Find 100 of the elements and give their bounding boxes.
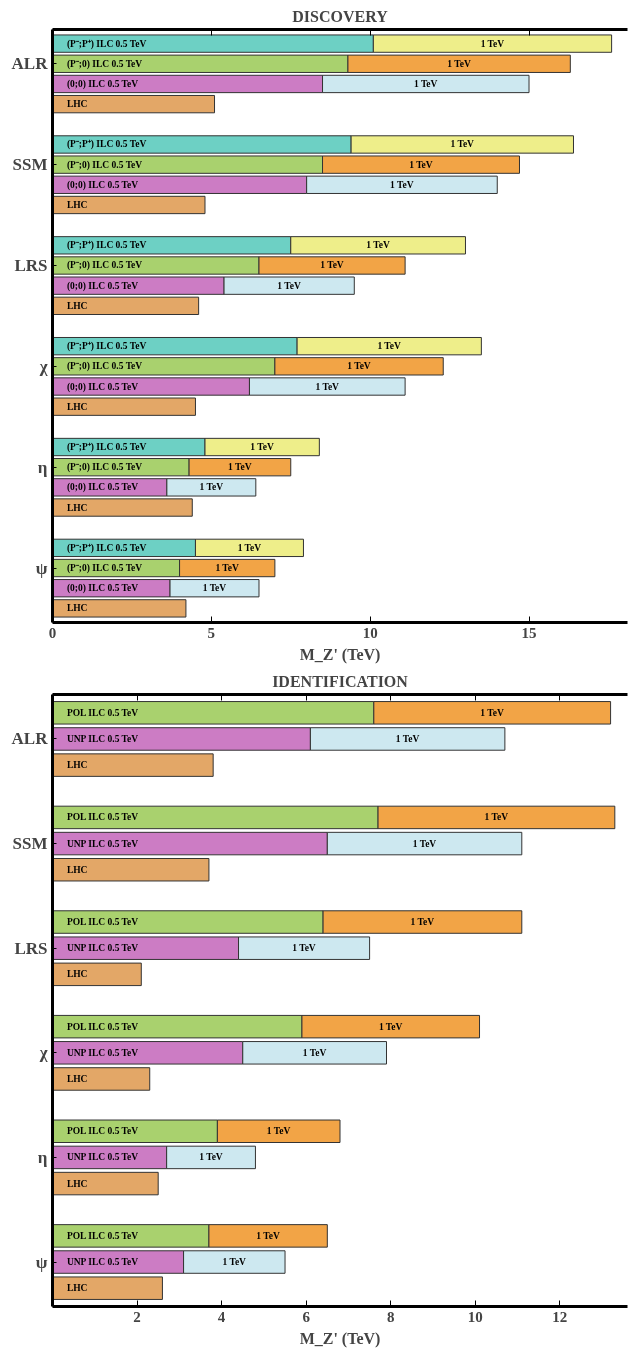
bar (52, 296, 200, 315)
series-label: 1 TeV (277, 280, 301, 291)
text: 1 TeV (215, 563, 239, 574)
series-label: POL ILC 0.5 TeV (66, 707, 139, 718)
text: 1 TeV (302, 1047, 327, 1058)
y-tick-label: ALR (11, 729, 49, 749)
bar (52, 1171, 159, 1196)
text: UNP ILC 0.5 TeV (66, 1047, 139, 1058)
text: LHC (66, 502, 88, 513)
text: LHC (66, 603, 88, 614)
text: LHC (66, 199, 88, 210)
text: (P⁻;P⁺) ILC 0.5 TeV (66, 542, 147, 553)
text: 1 TeV (315, 381, 339, 392)
text: 1 TeV (199, 482, 224, 493)
text: POL ILC 0.5 TeV (66, 1230, 139, 1241)
x-tick-label: 10 (467, 1308, 483, 1325)
series-label: (0;0) ILC 0.5 TeV (66, 280, 139, 292)
bar (52, 94, 216, 114)
bar (52, 962, 142, 987)
series-label: 1 TeV (377, 341, 402, 352)
text: (P⁻;0) ILC 0.5 TeV (66, 462, 143, 473)
x-tick-label: 12 (552, 1308, 568, 1325)
x-tick-label: 5 (207, 624, 216, 641)
text: POL ILC 0.5 TeV (66, 917, 139, 928)
chart-title: IDENTIFICATION (272, 672, 409, 690)
text: LHC (66, 864, 88, 875)
x-tick-label: 0 (48, 624, 57, 641)
text: LHC (66, 969, 88, 980)
series-label: 1 TeV (395, 733, 420, 744)
text: POL ILC 0.5 TeV (66, 812, 139, 823)
text: 1 TeV (413, 78, 438, 89)
x-axis-title: M_Z' (TeV) (299, 1329, 381, 1348)
text: LHC (66, 1073, 88, 1084)
x-tick-label: 10 (362, 624, 378, 641)
series-label: (P⁻;0) ILC 0.5 TeV (66, 361, 143, 373)
text: 1 TeV (450, 139, 474, 150)
text: (0;0) ILC 0.5 TeV (66, 482, 139, 493)
text: (0;0) ILC 0.5 TeV (66, 78, 139, 89)
text: 1 TeV (228, 462, 252, 473)
series-label: 1 TeV (480, 707, 505, 718)
text: UNP ILC 0.5 TeV (66, 1152, 139, 1163)
text: 1 TeV (266, 1126, 291, 1137)
bar (52, 1276, 163, 1300)
text: (P⁻;P⁺) ILC 0.5 TeV (66, 38, 147, 49)
y-tick-label: SSM (12, 155, 48, 175)
text: LHC (66, 1283, 88, 1294)
x-tick-label: 6 (302, 1308, 311, 1325)
x-tick-label: 2 (133, 1308, 141, 1325)
text: UNP ILC 0.5 TeV (66, 838, 139, 849)
bar (52, 857, 210, 882)
text: 1 TeV (222, 1257, 246, 1268)
y-tick-label: χ (38, 1043, 48, 1063)
series-label: LHC (66, 300, 88, 311)
text: 1 TeV (199, 1152, 223, 1163)
text: 1 TeV (412, 838, 437, 849)
x-tick-label: 4 (217, 1308, 226, 1325)
text: (0;0) ILC 0.5 TeV (66, 179, 139, 190)
text: (P⁻;0) ILC 0.5 TeV (66, 58, 143, 69)
series-label: 1 TeV (347, 361, 371, 372)
text: (0;0) ILC 0.5 TeV (66, 381, 139, 392)
y-tick-label: LRS (14, 255, 48, 275)
text: (0;0) ILC 0.5 TeV (66, 583, 139, 594)
y-tick-label: SSM (12, 834, 48, 854)
text: 1 TeV (237, 542, 262, 553)
text: POL ILC 0.5 TeV (66, 1126, 139, 1137)
text: POL ILC 0.5 TeV (66, 1021, 139, 1032)
y-tick-label: χ (38, 356, 48, 376)
y-tick-label: ψ (35, 558, 48, 578)
text: LHC (66, 1178, 88, 1189)
text: (P⁻;P⁺) ILC 0.5 TeV (66, 442, 147, 453)
x-tick-label: 15 (521, 624, 537, 641)
text: 1 TeV (378, 1021, 403, 1032)
text: 1 TeV (410, 917, 435, 928)
y-tick-label: ALR (11, 54, 49, 74)
y-tick-label: ψ (35, 1252, 48, 1272)
text: 1 TeV (366, 240, 390, 251)
text: LHC (66, 99, 88, 110)
text: UNP ILC 0.5 TeV (66, 1257, 139, 1268)
series-label: (P⁻;P⁺) ILC 0.5 TeV (66, 341, 147, 353)
text: 1 TeV (390, 179, 414, 190)
text: LHC (66, 401, 88, 412)
text: 1 TeV (409, 159, 433, 170)
bar (52, 753, 214, 777)
text: (P⁻;0) ILC 0.5 TeV (66, 159, 143, 170)
text: 1 TeV (250, 442, 274, 453)
text: 1 TeV (447, 58, 471, 69)
text: 1 TeV (202, 583, 227, 594)
bar (52, 1067, 151, 1091)
x-axis-title: M_Z' (TeV) (299, 645, 381, 664)
text: (P⁻;0) ILC 0.5 TeV (66, 563, 143, 574)
text: (P⁻;P⁺) ILC 0.5 TeV (66, 240, 147, 251)
y-tick-label: LRS (14, 938, 48, 958)
text: (P⁻;0) ILC 0.5 TeV (66, 260, 143, 271)
x-tick-label: 8 (386, 1308, 395, 1325)
bar (52, 195, 206, 215)
chart-title: DISCOVERY (292, 7, 389, 25)
text: 1 TeV (292, 943, 316, 954)
series-label: UNP ILC 0.5 TeV (66, 733, 139, 744)
text: 1 TeV (484, 812, 509, 823)
series-label: LHC (66, 760, 88, 771)
